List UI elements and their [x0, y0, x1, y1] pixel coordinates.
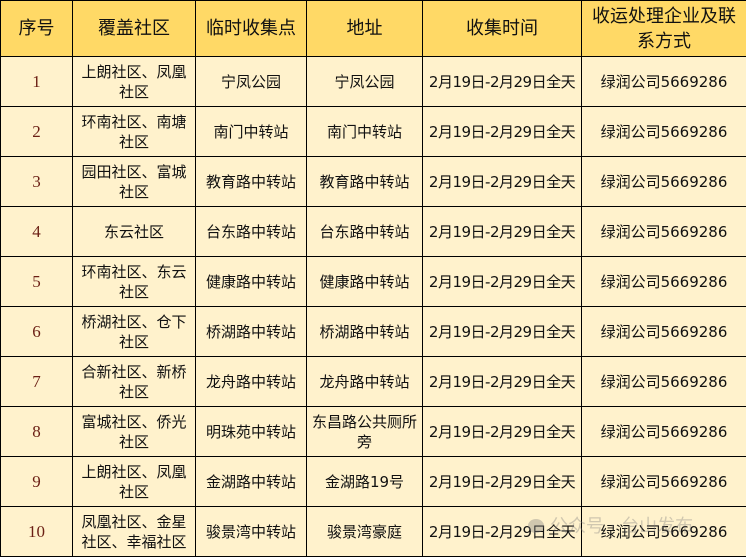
table-row: 4 东云社区 台东路中转站 台东路中转站 2月19日-2月29日全天 绿润公司566928… — [0, 206, 746, 257]
header-address: 地址 — [306, 0, 423, 57]
watermark: 公众号 · 台山发布 — [528, 512, 693, 538]
cell-time: 2月19日-2月29日全天 — [422, 306, 582, 357]
cell-address: 南门中转站 — [306, 106, 423, 157]
cell-address: 金湖路19号 — [306, 456, 423, 507]
header-contact: 收运处理企业及联系方式 — [581, 0, 746, 57]
cell-point: 桥湖路中转站 — [195, 306, 307, 357]
cell-no: 2 — [0, 106, 73, 157]
cell-no: 3 — [0, 156, 73, 207]
cell-point: 骏景湾中转站 — [195, 506, 307, 557]
cell-contact: 绿润公司5669286 — [581, 356, 746, 407]
header-row: 序号 覆盖社区 临时收集点 地址 收集时间 收运处理企业及联系方式 — [0, 0, 746, 57]
table-row: 3 园田社区、富城社区 教育路中转站 教育路中转站 2月19日-2月29日全天 绿润公司5… — [0, 156, 746, 207]
cell-no: 1 — [0, 56, 73, 107]
cell-no: 9 — [0, 456, 73, 507]
cell-time: 2月19日-2月29日全天 — [422, 206, 582, 257]
cell-address: 骏景湾豪庭 — [306, 506, 423, 557]
cell-contact: 绿润公司5669286 — [581, 506, 746, 557]
wechat-icon — [528, 519, 544, 533]
table-row: 5 环南社区、东云社区 健康路中转站 健康路中转站 2月19日-2月29日全天 绿润公司5… — [0, 256, 746, 307]
header-point: 临时收集点 — [195, 0, 307, 57]
cell-point: 南门中转站 — [195, 106, 307, 157]
cell-contact: 绿润公司5669286 — [581, 406, 746, 457]
cell-community: 合新社区、新桥社区 — [72, 356, 196, 407]
table-row: 9 上朗社区、凤凰社区 金湖路中转站 金湖路19号 2月19日-2月29日全天 绿润公司5… — [0, 456, 746, 507]
cell-contact: 绿润公司5669286 — [581, 456, 746, 507]
cell-point: 明珠苑中转站 — [195, 406, 307, 457]
cell-point: 健康路中转站 — [195, 256, 307, 307]
cell-point: 教育路中转站 — [195, 156, 307, 207]
cell-community: 上朗社区、凤凰社区 — [72, 56, 196, 107]
cell-community: 环南社区、东云社区 — [72, 256, 196, 307]
header-time: 收集时间 — [422, 0, 582, 57]
cell-community: 富城社区、侨光社区 — [72, 406, 196, 457]
cell-community: 环南社区、南塘社区 — [72, 106, 196, 157]
cell-address: 龙舟路中转站 — [306, 356, 423, 407]
cell-contact: 绿润公司5669286 — [581, 156, 746, 207]
cell-no: 10 — [0, 506, 73, 557]
table-row: 10 凤凰社区、金星社区、幸福社区 骏景湾中转站 骏景湾豪庭 2月19日-2月29日全天… — [0, 506, 746, 557]
header-community: 覆盖社区 — [72, 0, 196, 57]
cell-time: 2月19日-2月29日全天 — [422, 106, 582, 157]
cell-contact: 绿润公司5669286 — [581, 206, 746, 257]
table-row: 7 合新社区、新桥社区 龙舟路中转站 龙舟路中转站 2月19日-2月29日全天 绿润公司5… — [0, 356, 746, 407]
cell-contact: 绿润公司5669286 — [581, 106, 746, 157]
cell-point: 金湖路中转站 — [195, 456, 307, 507]
cell-community: 凤凰社区、金星社区、幸福社区 — [72, 506, 196, 557]
cell-time: 2月19日-2月29日全天 — [422, 156, 582, 207]
table-row: 1 上朗社区、凤凰社区 宁凤公园 宁凤公园 2月19日-2月29日全天 绿润公司56692… — [0, 56, 746, 107]
cell-time: 2月19日-2月29日全天 — [422, 506, 582, 557]
cell-contact: 绿润公司5669286 — [581, 306, 746, 357]
cell-no: 8 — [0, 406, 73, 457]
cell-address: 宁凤公园 — [306, 56, 423, 107]
cell-no: 5 — [0, 256, 73, 307]
cell-no: 6 — [0, 306, 73, 357]
cell-time: 2月19日-2月29日全天 — [422, 406, 582, 457]
cell-address: 东昌路公共厕所旁 — [306, 406, 423, 457]
cell-community: 上朗社区、凤凰社区 — [72, 456, 196, 507]
cell-point: 台东路中转站 — [195, 206, 307, 257]
cell-time: 2月19日-2月29日全天 — [422, 56, 582, 107]
cell-community: 园田社区、富城社区 — [72, 156, 196, 207]
table-row: 6 桥湖社区、仓下社区 桥湖路中转站 桥湖路中转站 2月19日-2月29日全天 绿润公司5… — [0, 306, 746, 357]
header-no: 序号 — [0, 0, 73, 57]
cell-point: 宁凤公园 — [195, 56, 307, 107]
cell-address: 教育路中转站 — [306, 156, 423, 207]
cell-contact: 绿润公司5669286 — [581, 256, 746, 307]
cell-no: 4 — [0, 206, 73, 257]
table-row: 8 富城社区、侨光社区 明珠苑中转站 东昌路公共厕所旁 2月19日-2月29日全天 绿润公… — [0, 406, 746, 457]
watermark-text: 公众号 · 台山发布 — [550, 516, 694, 537]
cell-contact: 绿润公司5669286 — [581, 56, 746, 107]
cell-community: 桥湖社区、仓下社区 — [72, 306, 196, 357]
cell-time: 2月19日-2月29日全天 — [422, 256, 582, 307]
cell-address: 台东路中转站 — [306, 206, 423, 257]
cell-address: 健康路中转站 — [306, 256, 423, 307]
cell-time: 2月19日-2月29日全天 — [422, 356, 582, 407]
cell-community: 东云社区 — [72, 206, 196, 257]
cell-no: 7 — [0, 356, 73, 407]
table-row: 2 环南社区、南塘社区 南门中转站 南门中转站 2月19日-2月29日全天 绿润公司566… — [0, 106, 746, 157]
cell-time: 2月19日-2月29日全天 — [422, 456, 582, 507]
cell-point: 龙舟路中转站 — [195, 356, 307, 407]
cell-address: 桥湖路中转站 — [306, 306, 423, 357]
